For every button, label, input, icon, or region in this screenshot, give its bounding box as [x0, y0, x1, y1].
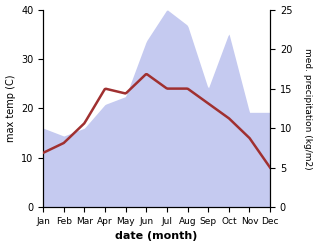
- Y-axis label: med. precipitation (kg/m2): med. precipitation (kg/m2): [303, 48, 313, 169]
- Y-axis label: max temp (C): max temp (C): [5, 75, 16, 142]
- X-axis label: date (month): date (month): [115, 231, 198, 242]
